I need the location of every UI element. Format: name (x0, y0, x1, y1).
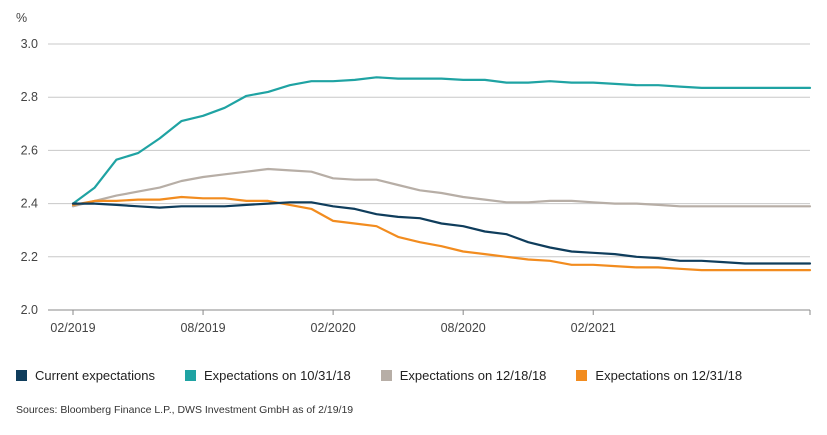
legend-swatch-current (16, 370, 27, 381)
legend-item-12-18-18: Expectations on 12/18/18 (380, 368, 547, 383)
x-tick-label: 08/2019 (180, 321, 225, 335)
y-tick-label: 2.8 (21, 90, 38, 104)
legend-swatch-12-18-18 (380, 370, 392, 381)
x-tick-label: 02/2019 (50, 321, 95, 335)
legend-label-12-31-18: Expectations on 12/31/18 (595, 368, 743, 383)
y-axis-unit-label: % (16, 11, 27, 25)
series-line-expectations-on-12-31-18 (71, 195, 812, 272)
y-tick-label: 2.6 (21, 143, 38, 157)
line-chart: % 3.0 2.8 2.6 2.4 2.2 2.0 02/2019 08/2019 02/2020… (16, 11, 812, 335)
series-line-expectations-on-10-31-18 (71, 76, 812, 205)
legend-label-12-18-18: Expectations on 12/18/18 (399, 368, 547, 383)
y-tick-label: 2.4 (21, 197, 38, 211)
legend-label-10-31-18: Expectations on 10/31/18 (203, 368, 351, 383)
source-note: Sources: Bloomberg Finance L.P., DWS Inv… (16, 404, 354, 416)
y-tick-label: 2.0 (21, 303, 38, 317)
legend-swatch-10-31-18 (184, 370, 196, 381)
legend-item-12-31-18: Expectations on 12/31/18 (576, 368, 742, 383)
legend-item-current: Current expectations (16, 368, 155, 383)
chart-legend: Current expectations Expectations on 10/… (16, 368, 772, 383)
x-tick-label: 08/2020 (441, 321, 486, 335)
y-tick-label: 2.2 (21, 250, 38, 264)
series-line-current-expectations (71, 201, 812, 265)
x-tick-label: 02/2020 (311, 321, 356, 335)
x-tick-label: 02/2021 (571, 321, 616, 335)
series-line-expectations-on-12-18-18 (71, 167, 812, 208)
legend-item-10-31-18: Expectations on 10/31/18 (184, 368, 351, 383)
legend-swatch-12-31-18 (576, 370, 588, 381)
y-tick-label: 3.0 (21, 37, 38, 51)
legend-label-current: Current expectations (35, 368, 155, 383)
